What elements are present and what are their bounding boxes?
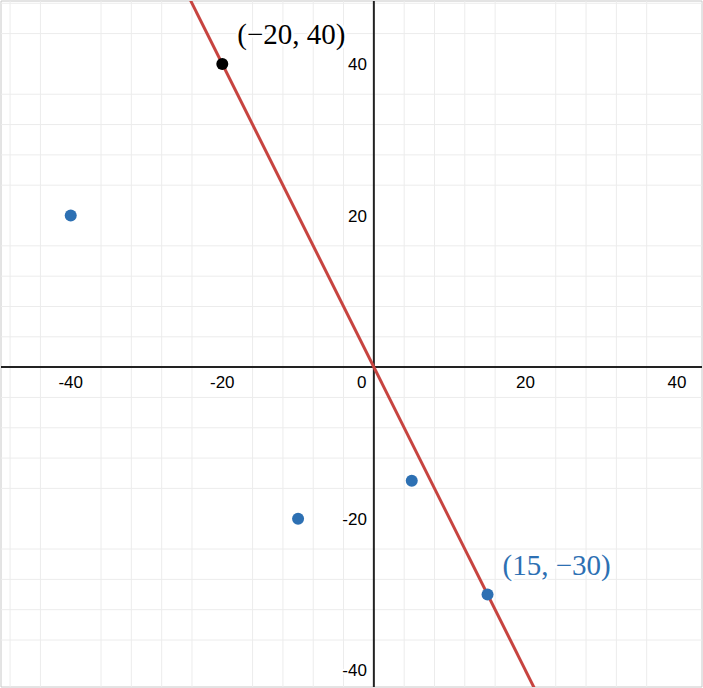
svg-text:(−20, 40): (−20, 40) bbox=[237, 18, 345, 51]
svg-text:-40: -40 bbox=[58, 373, 83, 392]
svg-text:(15, −30): (15, −30) bbox=[503, 549, 611, 582]
svg-text:40: 40 bbox=[668, 373, 687, 392]
svg-text:-20: -20 bbox=[342, 510, 367, 529]
svg-text:0: 0 bbox=[357, 373, 366, 392]
svg-text:-20: -20 bbox=[210, 373, 235, 392]
svg-text:-40: -40 bbox=[342, 661, 367, 680]
svg-text:40: 40 bbox=[348, 55, 367, 74]
svg-text:20: 20 bbox=[348, 207, 367, 226]
svg-text:20: 20 bbox=[516, 373, 535, 392]
